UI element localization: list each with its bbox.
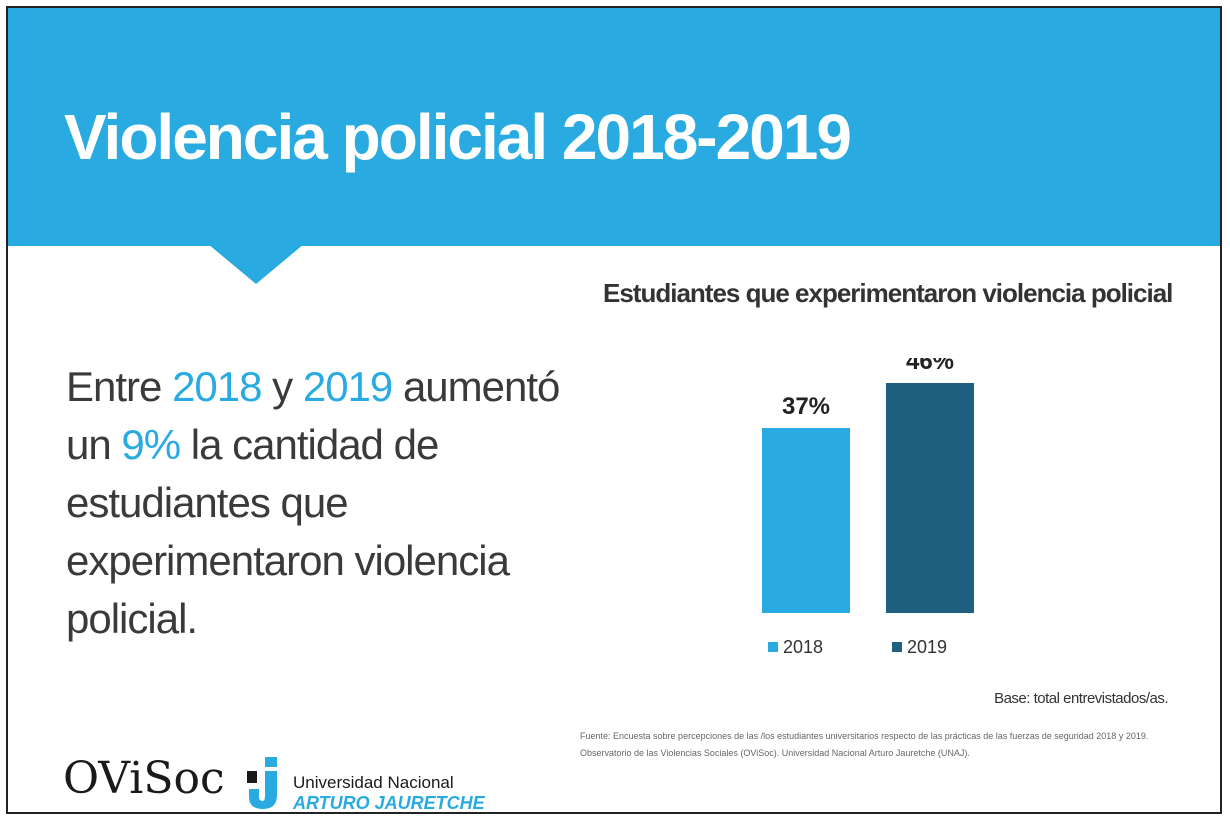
header-notch — [208, 244, 304, 284]
data-label-2019: 46% — [906, 358, 954, 375]
lead-part-1: Entre — [66, 363, 173, 410]
lead-part-2: y — [261, 363, 303, 410]
legend-swatch-2019 — [892, 642, 902, 652]
unaj-name: Universidad Nacional — [293, 773, 454, 792]
header-banner: Violencia policial 2018-2019 — [8, 8, 1220, 246]
legend-label-2018: 2018 — [783, 637, 823, 657]
unaj-logo-icon — [247, 757, 277, 809]
slide: Violencia policial 2018-2019 Entre 2018 … — [6, 6, 1222, 814]
chart-title: Estudiantes que experimentaron violencia… — [603, 278, 1173, 308]
legend-label-2019: 2019 — [907, 637, 947, 657]
bar-2019 — [886, 383, 974, 613]
ovisoc-logo: OViSoc — [63, 753, 225, 804]
unaj-subname: ARTURO JAURETCHE — [293, 793, 485, 813]
legend-swatch-2018 — [768, 642, 778, 652]
page-title: Violencia policial 2018-2019 — [64, 101, 852, 173]
lead-year-2018: 2018 — [172, 363, 262, 410]
lead-part-3: aumentó un — [66, 363, 560, 468]
source-note: Fuente: Encuesta sobre percepciones de l… — [580, 731, 1149, 758]
data-label-2018: 37% — [782, 393, 830, 420]
base-note: Base: total entrevistados/as. — [994, 690, 1168, 707]
lead-year-2019: 2019 — [302, 363, 393, 410]
bar-2018 — [762, 428, 850, 613]
bar-chart: 37% 2018 46% 2019 — [762, 358, 974, 657]
lead-text: Entre 2018 y 2019 aumentó un 9% la canti… — [66, 358, 566, 648]
lead-percent: 9% — [121, 421, 181, 468]
lead-part-4: la cantidad de estudiantes que experimen… — [66, 421, 510, 642]
